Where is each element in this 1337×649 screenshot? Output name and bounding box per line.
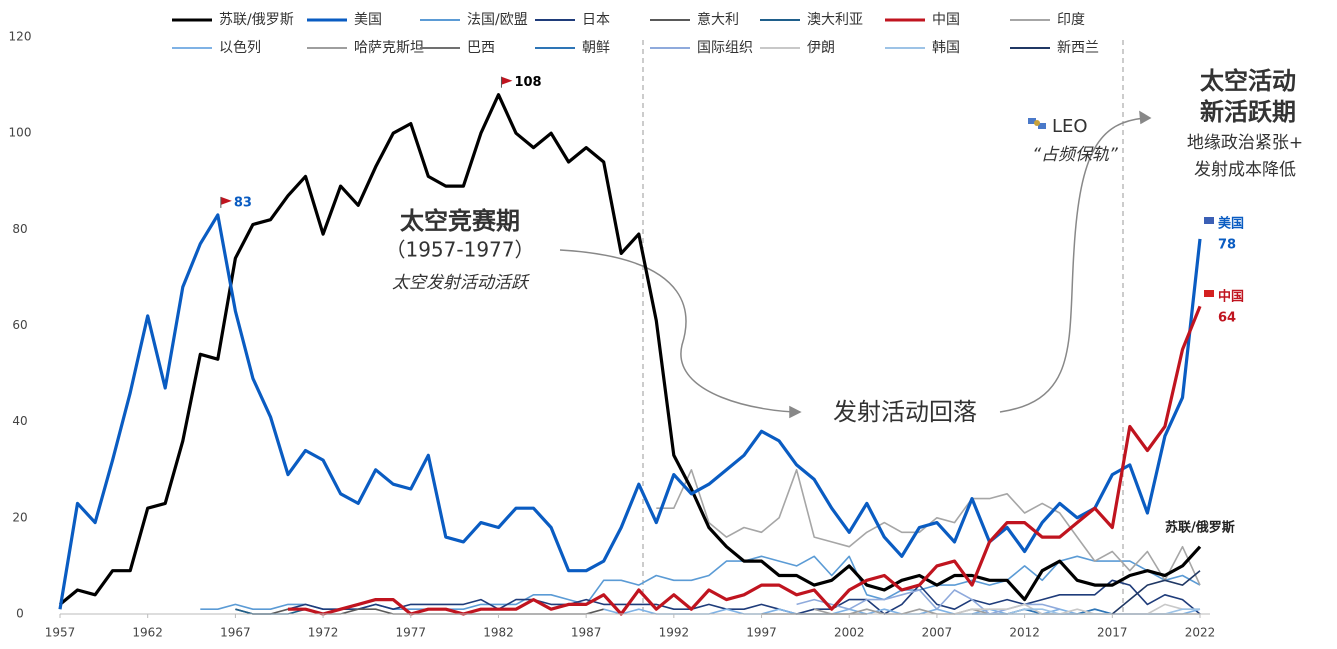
annotation: LEO	[1052, 116, 1088, 137]
arrow	[559, 249, 801, 413]
icon	[1038, 123, 1046, 129]
legend-label: 意大利	[697, 11, 739, 28]
legend-label: 中国	[932, 12, 960, 28]
annotation: 太空活动	[1200, 67, 1296, 95]
arrow-head	[789, 405, 802, 419]
legend-label: 韩国	[932, 40, 960, 56]
annotation: 地缘政治紧张+	[1187, 133, 1303, 153]
legend-label: 哈萨克斯坦	[354, 40, 424, 56]
annotation: 发射成本降低	[1194, 160, 1296, 180]
arrow-head	[1139, 110, 1152, 125]
end-label: 美国	[1218, 216, 1244, 232]
x-tick-label: 1962	[132, 626, 163, 640]
annotation: 太空竞赛期	[400, 207, 520, 235]
decorations	[559, 40, 1152, 614]
legend-label: 伊朗	[807, 40, 835, 56]
arrow	[999, 117, 1146, 413]
y-tick-label: 0	[16, 607, 24, 621]
legend-label: 巴西	[467, 40, 495, 56]
peak-label: 108	[514, 75, 541, 90]
satellite-icon	[1028, 118, 1046, 129]
x-tick-label: 2022	[1185, 626, 1216, 640]
end-label: 中国	[1218, 289, 1244, 305]
end-value-label: 64	[1218, 311, 1236, 326]
annotation: 太空发射活动活跃	[392, 273, 530, 293]
legend-label: 日本	[582, 12, 610, 28]
peak-label: 83	[234, 195, 252, 210]
annotation: （1957-1977）	[385, 238, 534, 262]
x-tick-label: 1992	[659, 626, 690, 640]
x-tick-label: 1972	[308, 626, 339, 640]
x-tick-label: 1967	[220, 626, 251, 640]
flag-icon	[1204, 290, 1214, 297]
legend-label: 澳大利亚	[807, 12, 863, 28]
series-line	[1111, 570, 1201, 615]
x-tick-label: 2007	[922, 626, 953, 640]
flag-icon	[1204, 217, 1214, 224]
flag-icon	[220, 196, 232, 205]
series-line	[58, 213, 1202, 610]
x-tick-label: 2002	[834, 626, 865, 640]
annotation: 新活跃期	[1200, 98, 1296, 126]
legend-label: 苏联/俄罗斯	[219, 12, 294, 28]
y-tick-label: 100	[9, 126, 32, 140]
end-label: 苏联/俄罗斯	[1165, 520, 1235, 536]
x-tick-label: 1997	[746, 626, 777, 640]
y-tick-label: 20	[12, 510, 27, 524]
plot	[58, 93, 1202, 616]
legend-label: 法国/欧盟	[467, 12, 528, 28]
series-line	[58, 93, 1202, 606]
series-line	[287, 579, 1201, 615]
legend-label: 印度	[1057, 12, 1085, 28]
y-tick-label: 120	[9, 30, 32, 44]
x-tick-label: 1982	[483, 626, 514, 640]
legend-label: 朝鲜	[582, 40, 610, 56]
legend-label: 新西兰	[1057, 40, 1099, 56]
x-tick-label: 1957	[45, 626, 76, 640]
annotation: 发射活动回落	[833, 398, 977, 426]
x-tick-label: 2012	[1009, 626, 1040, 640]
legend-label: 以色列	[219, 39, 261, 56]
x-tick-label: 2017	[1097, 626, 1128, 640]
y-tick-label: 80	[12, 222, 27, 236]
series-line	[954, 603, 1200, 615]
series-line	[288, 305, 1202, 616]
icon	[1034, 120, 1040, 126]
flag-icon	[501, 76, 513, 85]
legend-label: 国际组织	[697, 40, 753, 56]
y-tick-label: 60	[12, 318, 27, 332]
y-tick-label: 40	[12, 414, 27, 428]
annotation: “占频保轨”	[1032, 145, 1118, 165]
legend-label: 美国	[354, 12, 382, 28]
end-value-label: 78	[1218, 238, 1236, 253]
icon	[1028, 118, 1036, 124]
x-tick-label: 1987	[571, 626, 602, 640]
x-tick-label: 1977	[395, 626, 426, 640]
